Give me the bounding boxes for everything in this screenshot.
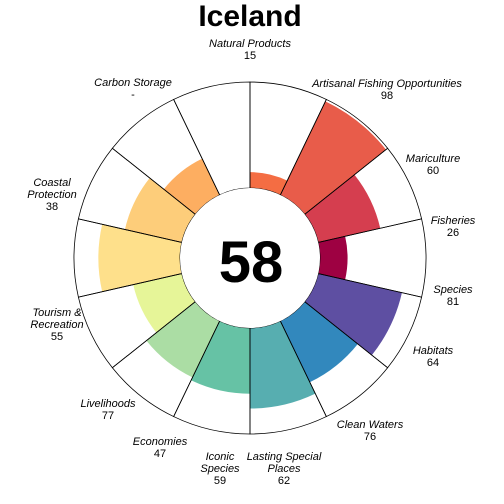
center-score: 58 <box>219 230 284 295</box>
petal-6 <box>250 321 316 409</box>
segment-label-3: Fisheries 26 <box>431 215 476 239</box>
center-circle <box>180 188 320 328</box>
petal-9 <box>133 273 196 333</box>
chart-title: Iceland <box>198 0 301 33</box>
segment-label-9: Economies 47 <box>133 436 188 460</box>
segment-label-8: Iconic Species 59 <box>200 451 240 487</box>
petal-4 <box>304 273 402 356</box>
segment-label-6: Clean Waters 76 <box>337 419 404 443</box>
petal-2 <box>304 174 381 243</box>
segment-label-11: Tourism & Recreation 55 <box>30 307 83 343</box>
segment-label-7: Lasting Special Places 62 <box>247 451 322 487</box>
segment-label-0: Natural Products 15 <box>209 38 291 62</box>
segment-label-10: Livelihoods 77 <box>80 398 136 422</box>
segment-label-1: Artisanal Fishing Opportunities 98 <box>311 78 462 102</box>
petal-10 <box>98 224 182 292</box>
petal-3 <box>318 236 348 280</box>
segment-label-5: Habitats 64 <box>413 345 454 369</box>
segment-label-2: Mariculture 60 <box>406 153 460 177</box>
labels-group: Natural Products 15 Artisanal Fishing Oppo… <box>27 38 476 487</box>
segment-label-12: Coastal Protection 38 <box>27 177 77 213</box>
segment-label-13: Carbon Storage - <box>94 77 172 101</box>
petal-12 <box>163 158 220 215</box>
petal-7 <box>191 321 250 394</box>
petal-11 <box>124 178 196 243</box>
petal-1 <box>280 101 386 215</box>
petal-5 <box>280 301 358 383</box>
petal-0 <box>250 172 288 195</box>
petals-group <box>98 101 402 409</box>
segment-label-4: Species 81 <box>433 284 473 308</box>
